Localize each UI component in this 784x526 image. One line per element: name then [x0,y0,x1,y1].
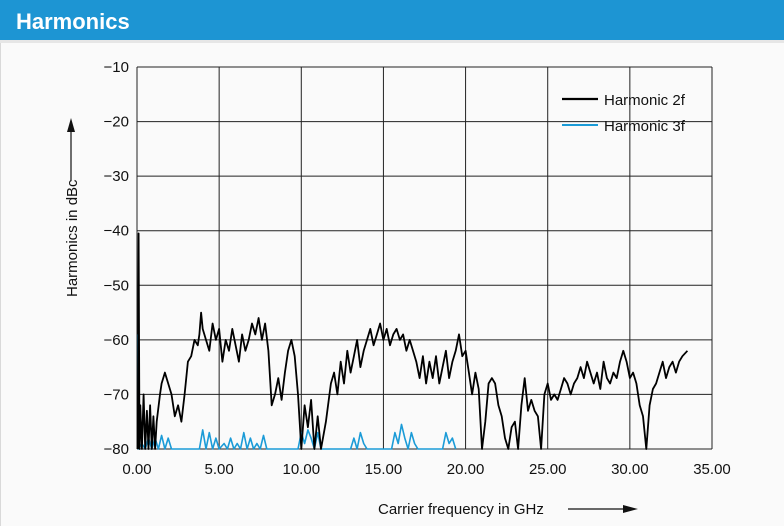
y-axis-label: Harmonics in dBc [64,179,81,297]
legend: Harmonic 2f Harmonic 3f [562,92,686,135]
x-axis-label-group: Carrier frequency in GHz [378,501,638,518]
series-line-harmonic-3f [137,334,457,450]
x-axis-arrow-head [623,505,638,513]
y-tick-label: −20 [104,114,129,131]
x-tick-label: 30.00 [611,461,649,478]
y-tick-label: −50 [104,277,129,294]
legend-label-harmonic-2f: Harmonic 2f [604,92,686,109]
y-tick-label: −10 [104,59,129,76]
title-bar: Harmonics [0,0,784,43]
y-axis-label-group: Harmonics in dBc [64,118,81,297]
x-tick-label: 5.00 [205,461,234,478]
x-axis-label: Carrier frequency in GHz [378,501,544,518]
y-tick-label: −30 [104,168,129,185]
x-tick-label: 35.00 [693,461,731,478]
y-tick-label: −40 [104,223,129,240]
y-tick-label: −60 [104,332,129,349]
y-tick-labels: −10 −20 −30 −40 −50 −60 −70 −80 [104,59,129,458]
y-tick-label: −80 [104,441,129,458]
series-line-harmonic-2f [136,232,689,450]
x-tick-label: 0.00 [122,461,151,478]
legend-label-harmonic-3f: Harmonic 3f [604,118,686,135]
grid-lines [136,66,713,450]
x-tick-label: 20.00 [447,461,485,478]
x-tick-labels: 0.00 5.00 10.00 15.00 20.00 25.00 30.00 35.00 [122,461,730,478]
x-tick-label: 10.00 [283,461,321,478]
y-tick-label: −70 [104,386,129,403]
series-layer [136,232,689,450]
chart-title: Harmonics [16,9,130,34]
y-axis-arrow-head [67,118,75,132]
x-tick-label: 15.00 [365,461,403,478]
x-tick-label: 25.00 [529,461,567,478]
